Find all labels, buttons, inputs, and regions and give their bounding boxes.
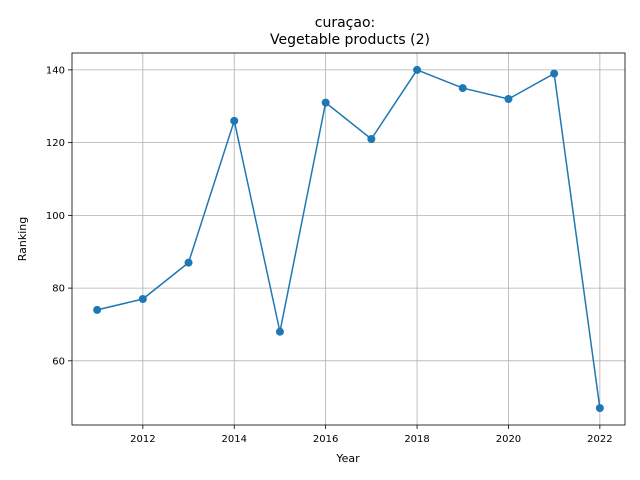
x-tick-label: 2020	[496, 434, 521, 445]
x-tick-label: 2022	[587, 434, 612, 445]
series	[93, 65, 604, 413]
grid	[72, 53, 625, 425]
data-point	[275, 327, 284, 336]
data-point	[504, 95, 513, 103]
y-tick-label: 140	[46, 65, 65, 76]
x-tick-label: 2014	[222, 434, 247, 445]
data-point	[321, 98, 330, 107]
y-tick-label: 120	[46, 138, 65, 149]
x-axis-label: Year	[335, 452, 360, 465]
data-point	[595, 404, 604, 413]
y-tick-label: 100	[46, 211, 65, 222]
plot-frame	[71, 52, 626, 426]
y-axis-label: Ranking	[16, 217, 29, 262]
series-line	[96, 68, 601, 409]
chart-title-line1: curaçao:	[315, 15, 375, 31]
data-point	[367, 135, 376, 143]
data-point	[93, 305, 102, 314]
x-tick-label: 2012	[130, 434, 155, 445]
chart-title-line2: Vegetable products (2)	[270, 32, 430, 48]
axis-ticks: 2012 2014 2016 2018 2020 2022 60 80 100 120 140	[46, 65, 613, 445]
data-point	[550, 69, 559, 78]
x-tick-label: 2016	[313, 434, 338, 445]
y-tick-label: 80	[52, 284, 65, 295]
data-point	[138, 295, 147, 303]
data-point	[413, 65, 422, 74]
data-point	[458, 84, 467, 93]
x-tick-label: 2018	[404, 434, 429, 445]
data-point	[230, 116, 239, 125]
data-point	[184, 258, 193, 267]
y-tick-label: 60	[52, 356, 65, 367]
